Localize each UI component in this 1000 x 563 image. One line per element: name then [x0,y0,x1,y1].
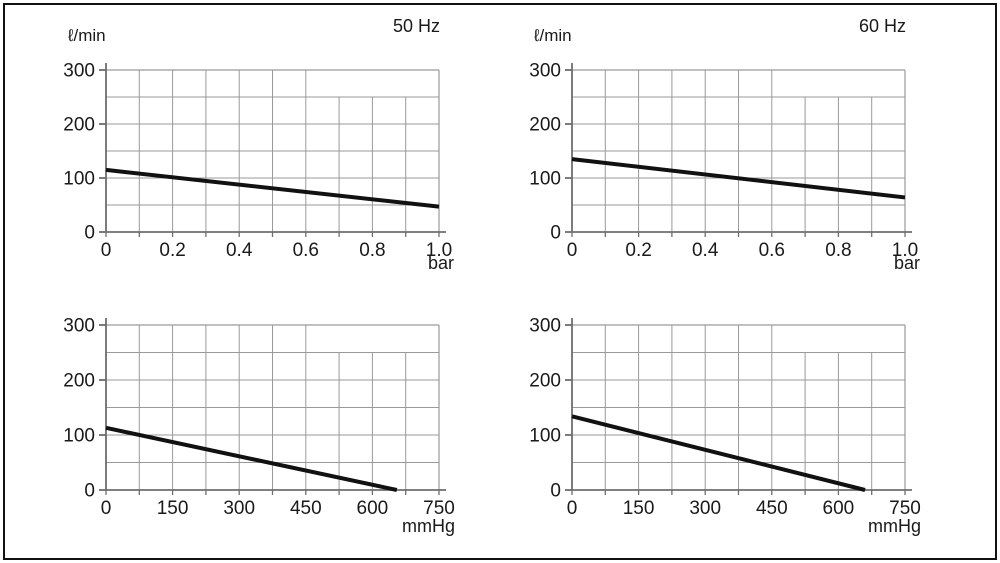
flow-curve [105,425,398,492]
x-tick-label: 600 [823,498,855,519]
x-tick-label: 600 [357,498,389,519]
x-tick-label: 450 [290,498,322,519]
flow-curve [105,167,440,209]
x-tick-label: 0 [101,498,112,519]
x-tick-label: 300 [689,498,721,519]
x-tick-label: 0 [101,240,112,261]
frequency-title-50hz: 50 Hz [392,16,440,36]
x-unit-label-bar-50hz: bar [427,253,454,273]
x-tick-label: 1.0 [892,240,918,261]
chart-3: 0 100 200 300 0 150 300 450 600 750 [529,316,921,520]
x-tick-label: 0.8 [825,240,851,261]
x-tick-label: 0.2 [625,240,651,261]
x-tick-label: 1.0 [426,240,452,261]
y-tick-label: 300 [63,316,95,337]
x-tick-label: 450 [756,498,788,519]
y-unit-label-60hz: ℓ/min [534,26,572,45]
x-unit-label-mmhg-60hz: mmHg [868,516,921,536]
x-tick-label: 150 [157,498,189,519]
y-tick-label: 200 [529,115,561,136]
y-tick-label: 200 [63,115,95,136]
x-tick-label: 750 [889,498,921,519]
y-tick-label: 100 [529,169,561,190]
x-tick-label: 0.8 [359,240,385,261]
chart-1: 0 100 200 300 0 0.2 0.4 0.6 0.8 1.0 [529,61,918,262]
x-tick-label: 150 [623,498,655,519]
x-tick-label: 0 [567,498,578,519]
x-tick-label: 300 [223,498,255,519]
x-unit-label-bar-60hz: bar [893,253,920,273]
x-tick-label: 0.6 [293,240,319,261]
chart-0: 0 100 200 300 0 0.2 0.4 0.6 0.8 1.0 [63,61,452,262]
frequency-title-60hz: 60 Hz [858,16,906,36]
x-tick-label: 0 [567,240,578,261]
y-tick-label: 0 [84,223,95,244]
y-tick-label: 100 [63,426,95,447]
y-tick-label: 200 [63,371,95,392]
y-unit-label-50hz: ℓ/min [68,26,106,45]
y-tick-label: 0 [84,481,95,502]
x-tick-label: 0.2 [159,240,185,261]
x-tick-label: 0.6 [759,240,785,261]
y-tick-label: 100 [529,426,561,447]
y-tick-label: 0 [550,223,561,244]
x-tick-label: 0.4 [692,240,719,261]
y-tick-label: 300 [529,316,561,337]
x-unit-label-mmhg-50hz: mmHg [402,516,455,536]
x-tick-label: 0.4 [226,240,253,261]
y-tick-label: 300 [529,61,561,82]
y-tick-label: 300 [63,61,95,82]
y-tick-label: 200 [529,371,561,392]
y-tick-label: 100 [63,169,95,190]
x-tick-label: 750 [423,498,455,519]
flow-curve [571,414,866,492]
chart-2: 0 100 200 300 0 150 300 450 600 750 [63,316,455,520]
y-tick-label: 0 [550,481,561,502]
flow-curve [571,157,906,200]
